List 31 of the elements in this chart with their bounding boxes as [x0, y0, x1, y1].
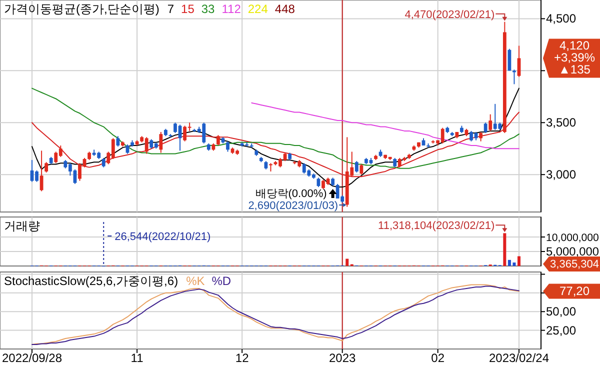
y-tick-label: 4,500	[546, 12, 576, 26]
legend-label: 448	[274, 2, 296, 16]
text: 7	[167, 2, 174, 16]
y-tick-label: 10,000,000	[546, 232, 600, 244]
x-tick-label: 11	[130, 351, 144, 365]
chart-title: StochasticSlow(25,6,가중이평,6)	[4, 274, 178, 288]
x-tick-label: 02	[431, 351, 445, 365]
y-tick-label: 5,000,000	[546, 244, 600, 259]
x-tick-label: 2022/09/28	[2, 351, 62, 365]
y-tick-label: 50,00	[546, 304, 576, 319]
text: 33	[201, 2, 216, 16]
y-tick-label: 3,500	[546, 116, 576, 130]
chart-title: 거래량	[4, 219, 40, 233]
annotation: 배당락(0.00%)	[255, 188, 327, 200]
y-tick-label: 25,00	[546, 323, 576, 338]
text: 15	[181, 2, 195, 16]
legend-label: 224	[248, 2, 268, 16]
chart-title: 가격이동평균(종가,단순이평)	[4, 2, 160, 16]
x-tick-label: 12	[235, 351, 250, 365]
annotation: 4,470(2023/02/21)	[404, 8, 495, 21]
x-tick-label: 2023	[328, 351, 356, 365]
data-label: 26,544(2022/10/21)	[114, 231, 211, 243]
value-box: 4,120 +3,39% ▲135	[543, 38, 600, 78]
data-label: 11,318,104(2023/02/21)	[378, 220, 495, 232]
series-label: %K	[186, 274, 205, 288]
annotation: 2,690(2023/01/03)	[248, 200, 338, 212]
x-tick-label: 2023/02/24	[488, 351, 550, 365]
series-label: %D	[212, 274, 232, 288]
text: 112	[222, 2, 242, 16]
value-box: 3,365,304	[543, 256, 600, 272]
y-tick-label: 3,000	[546, 168, 576, 182]
